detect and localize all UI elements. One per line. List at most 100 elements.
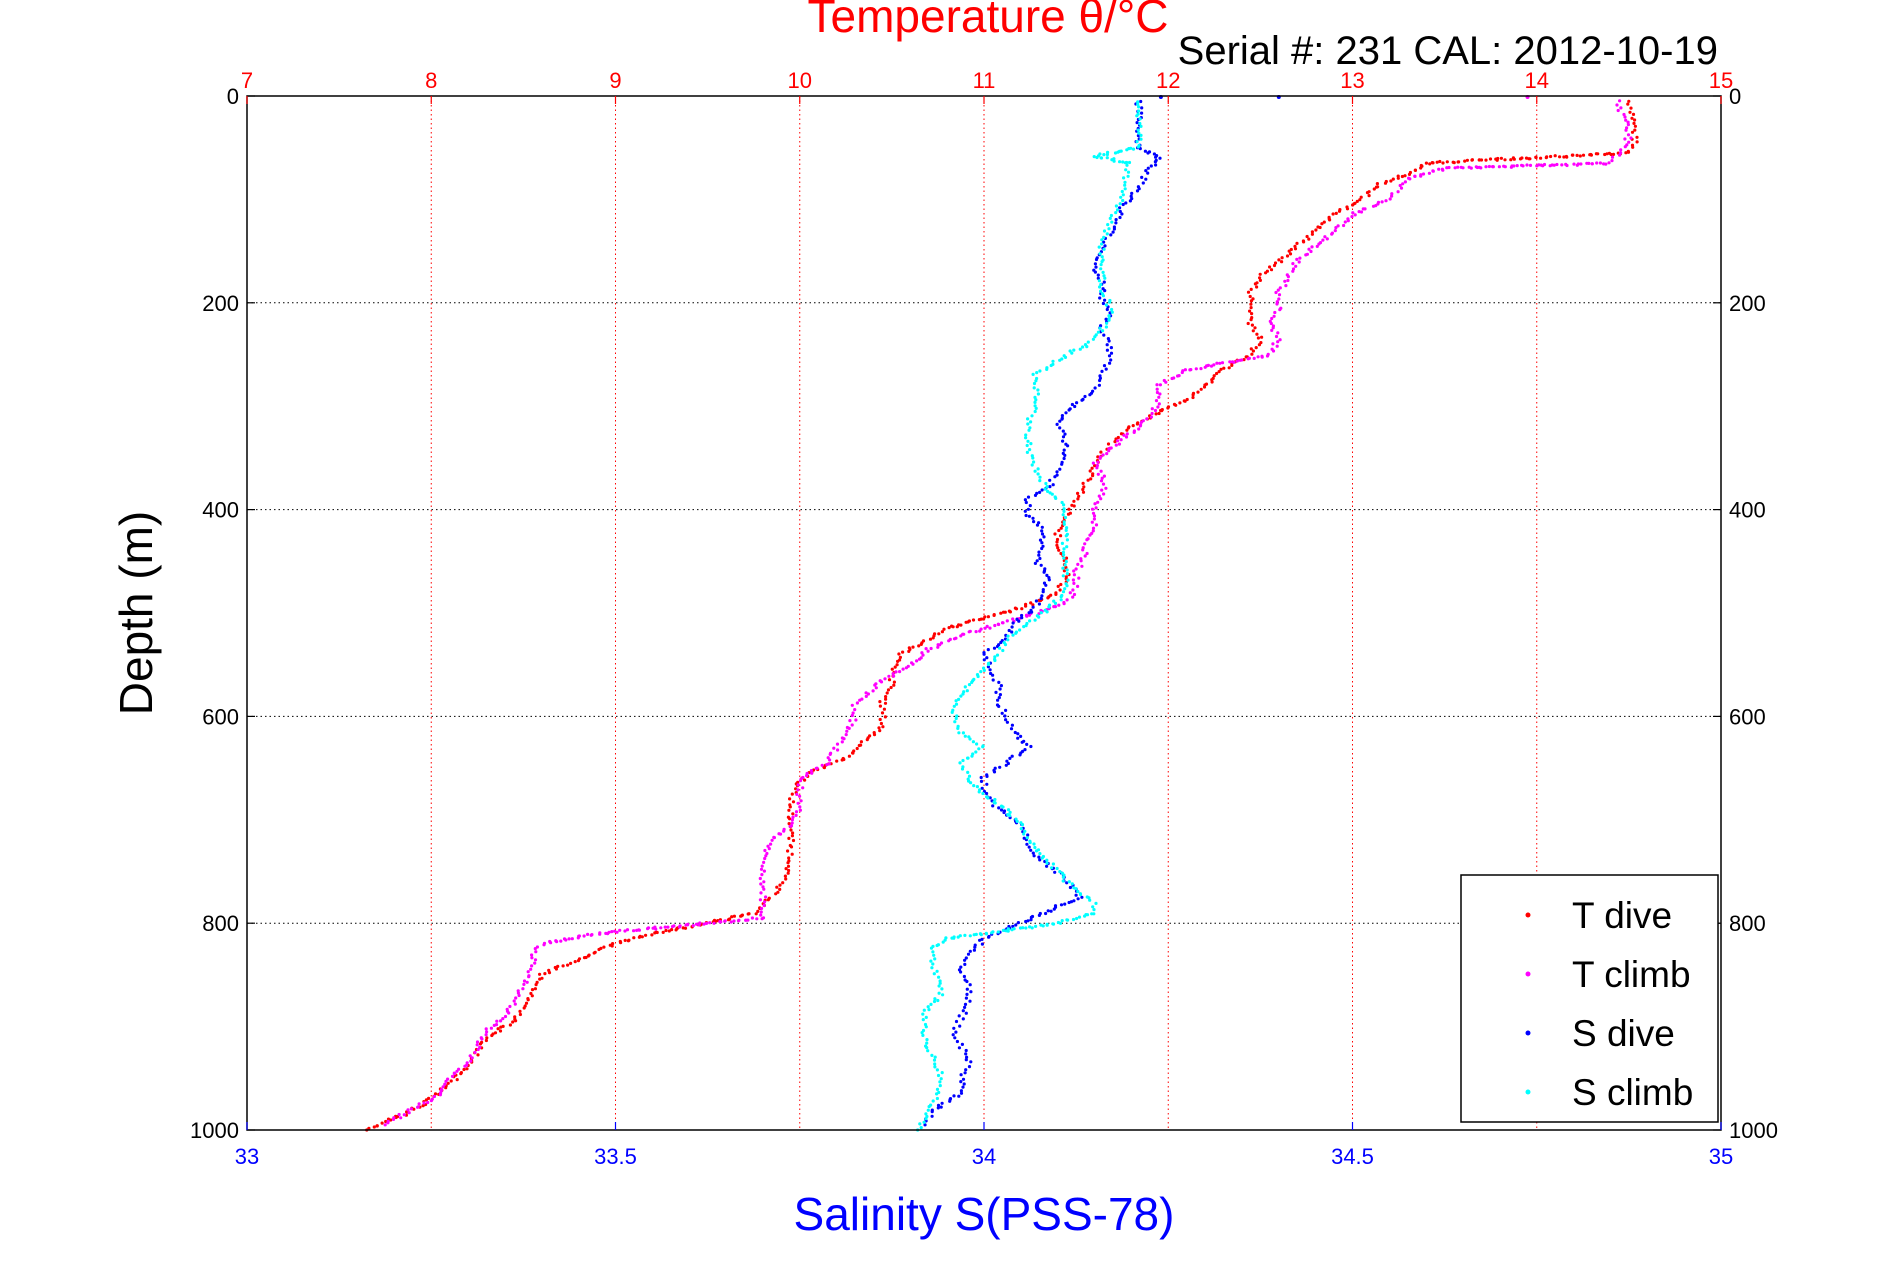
data-point xyxy=(441,1085,445,1089)
data-point xyxy=(1062,547,1066,551)
data-point xyxy=(959,623,963,627)
data-point xyxy=(1048,478,1052,482)
data-point xyxy=(979,670,983,674)
data-point xyxy=(1054,496,1058,500)
data-point xyxy=(790,821,794,825)
data-point xyxy=(1509,158,1513,162)
data-point xyxy=(1124,201,1128,205)
data-point xyxy=(933,1055,937,1059)
data-point xyxy=(924,1117,928,1121)
data-point xyxy=(1509,165,1513,169)
data-point xyxy=(650,933,654,937)
data-point xyxy=(1588,153,1592,157)
data-point xyxy=(1096,472,1100,476)
data-point xyxy=(501,1017,505,1021)
data-point xyxy=(1331,212,1335,216)
data-point xyxy=(1039,923,1043,927)
data-point xyxy=(1065,584,1069,588)
data-point xyxy=(1246,321,1250,326)
data-point xyxy=(1351,203,1355,207)
data-point xyxy=(922,1008,926,1012)
data-point xyxy=(979,779,984,784)
data-point xyxy=(1139,133,1143,137)
data-point xyxy=(1154,155,1158,159)
data-point xyxy=(940,987,944,991)
data-point xyxy=(667,929,671,933)
data-point xyxy=(1100,242,1104,246)
data-point xyxy=(1072,899,1076,903)
data-point xyxy=(1024,624,1028,628)
data-point xyxy=(851,751,855,755)
data-point xyxy=(1494,157,1498,161)
data-point xyxy=(982,658,986,662)
data-point xyxy=(1132,430,1136,434)
data-point xyxy=(1029,915,1033,920)
data-point xyxy=(1097,279,1101,283)
data-point xyxy=(1010,723,1015,727)
data-point xyxy=(1227,366,1231,370)
data-point xyxy=(1006,638,1010,642)
data-point xyxy=(995,653,1000,657)
data-point xyxy=(971,740,976,744)
data-point xyxy=(929,646,933,651)
data-point xyxy=(1014,607,1019,611)
data-point xyxy=(1081,490,1086,494)
data-point xyxy=(1610,155,1615,159)
data-point xyxy=(1011,621,1015,625)
data-point xyxy=(790,818,795,822)
data-point xyxy=(1034,379,1038,383)
data-point xyxy=(476,1047,480,1052)
data-point xyxy=(1008,814,1012,818)
data-point xyxy=(759,891,763,895)
data-point xyxy=(1244,355,1248,359)
data-point xyxy=(878,700,882,704)
data-point xyxy=(1002,810,1006,815)
data-point xyxy=(936,1106,940,1110)
data-point xyxy=(1616,108,1620,113)
data-point xyxy=(1039,596,1043,601)
data-point xyxy=(726,918,731,922)
data-point xyxy=(1153,408,1158,413)
data-point xyxy=(1063,355,1068,359)
data-point xyxy=(936,645,940,649)
series-s-climb xyxy=(916,100,1143,1132)
data-point xyxy=(1026,833,1030,837)
data-point xyxy=(977,747,981,751)
data-point xyxy=(1595,161,1599,165)
data-point xyxy=(522,1006,526,1010)
data-point xyxy=(1028,619,1032,623)
data-point xyxy=(762,900,767,904)
data-point xyxy=(835,742,840,746)
data-point xyxy=(939,1105,943,1109)
data-point xyxy=(930,1053,934,1057)
data-point xyxy=(965,1055,969,1059)
data-point xyxy=(1014,923,1018,927)
data-point xyxy=(1027,845,1031,849)
y-tick-label-left: 600 xyxy=(202,704,239,729)
data-point xyxy=(1006,808,1011,812)
data-point xyxy=(844,733,848,737)
data-point xyxy=(1043,487,1047,491)
data-point xyxy=(1046,909,1050,913)
data-point xyxy=(1156,405,1160,409)
data-point xyxy=(952,1026,956,1030)
data-point xyxy=(1265,354,1270,358)
data-point xyxy=(970,754,974,758)
data-point xyxy=(1065,538,1069,542)
data-point xyxy=(999,640,1003,645)
data-point xyxy=(1024,604,1028,608)
data-point xyxy=(1138,121,1142,126)
data-point xyxy=(790,792,794,796)
data-point xyxy=(1066,578,1070,582)
data-point xyxy=(465,1067,469,1071)
data-point xyxy=(1064,528,1068,533)
data-point xyxy=(732,914,737,918)
data-point xyxy=(1371,204,1376,208)
data-point xyxy=(1038,490,1042,494)
data-point xyxy=(1038,556,1042,561)
data-point xyxy=(1040,594,1044,598)
data-point xyxy=(1222,366,1226,370)
data-point xyxy=(1140,111,1144,115)
data-point xyxy=(1137,187,1141,191)
data-point xyxy=(1027,514,1031,518)
